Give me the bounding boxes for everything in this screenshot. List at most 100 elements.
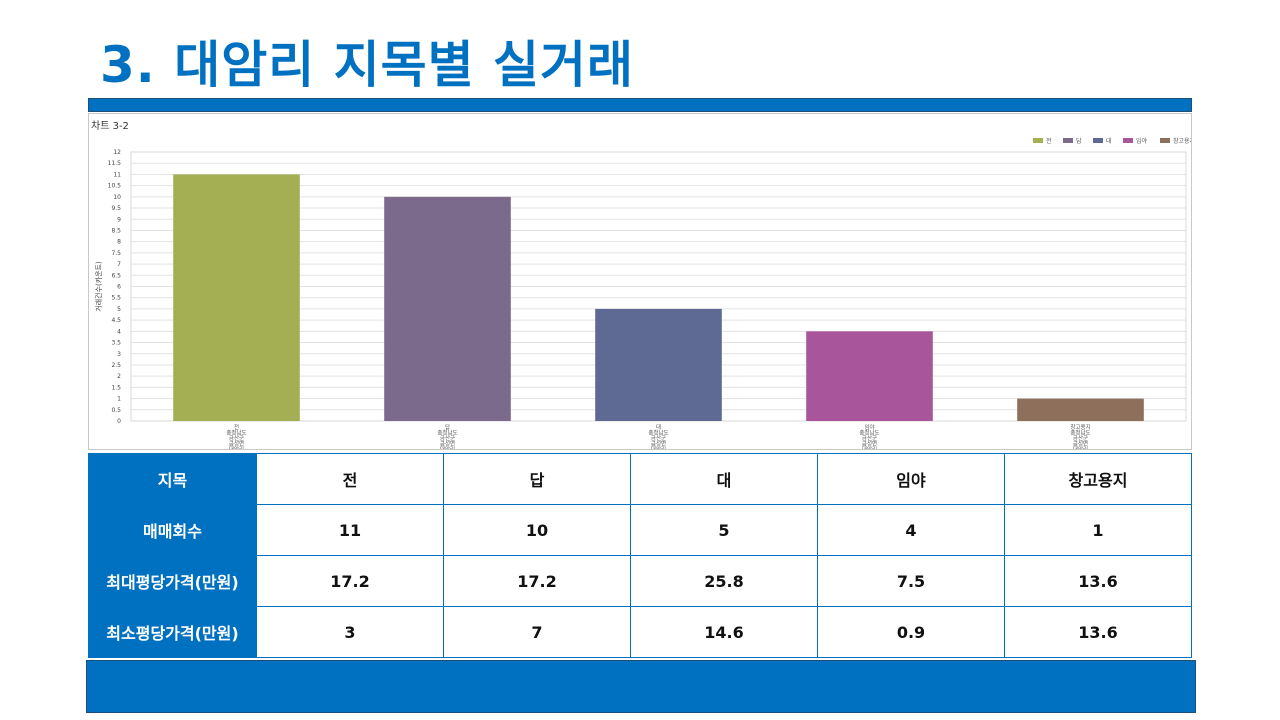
y-tick-label: 9.5 [111, 205, 121, 212]
y-tick-label: 4 [117, 328, 121, 335]
table-cell: 10 [443, 504, 631, 556]
x-tick-sublabel: 대암리 [651, 445, 666, 449]
y-tick-label: 2.5 [111, 362, 121, 369]
x-tick-sublabel: 대암리 [440, 445, 455, 449]
legend-label: 답 [1076, 138, 1082, 145]
x-tick-label: 창고용지 [1070, 423, 1090, 431]
table-cell: 4 [817, 504, 1005, 556]
table-header-row: 지목 전 답 대 임야 창고용지 [88, 453, 1192, 505]
x-tick-sublabel: 금성면 [1073, 440, 1088, 448]
x-tick-sublabel: 금산군 [1073, 434, 1088, 442]
table-column-header: 창고용지 [1004, 453, 1192, 505]
x-tick-sublabel: 충청남도 [1070, 429, 1090, 437]
table-cell: 11 [256, 504, 444, 556]
bar-chart: 00.511.522.533.544.555.566.577.588.599.5… [94, 137, 1191, 449]
bar [1017, 398, 1144, 421]
y-tick-label: 6 [117, 284, 121, 291]
x-tick-sublabel: 금성면 [229, 440, 244, 448]
x-tick-sublabel: 금산군 [651, 434, 666, 442]
y-tick-label: 8.5 [111, 227, 121, 234]
y-tick-label: 11.5 [108, 160, 122, 167]
title-underline-bar [88, 98, 1192, 112]
bar [173, 174, 300, 421]
x-tick-sublabel: 대암리 [862, 445, 877, 449]
bar [595, 308, 722, 421]
y-tick-label: 8 [117, 239, 121, 246]
x-tick-sublabel: 충청남도 [859, 429, 879, 437]
y-tick-label: 10 [113, 194, 121, 201]
table-cell: 1 [1004, 504, 1192, 556]
legend-label: 임야 [1136, 137, 1148, 145]
x-tick-sublabel: 금산군 [862, 434, 877, 442]
price-table: 지목 전 답 대 임야 창고용지 매매회수 11 10 5 4 1 최대평당가격… [88, 453, 1192, 658]
y-tick-label: 7 [117, 261, 121, 268]
table-row: 최대평당가격(만원) 17.2 17.2 25.8 7.5 13.6 [88, 555, 1192, 607]
table-cell: 14.6 [630, 606, 818, 658]
x-tick-label: 대 [656, 423, 661, 431]
legend-swatch [1093, 138, 1103, 143]
table-column-header: 임야 [817, 453, 1005, 505]
legend-label: 창고용지 [1173, 137, 1191, 145]
x-tick-label: 임야 [864, 423, 874, 431]
x-tick-sublabel: 충청남도 [226, 429, 246, 437]
row-label: 최소평당가격(만원) [88, 606, 257, 658]
table-row: 최소평당가격(만원) 3 7 14.6 0.9 13.6 [88, 606, 1192, 658]
table-column-header: 대 [630, 453, 818, 505]
row-label: 최대평당가격(만원) [88, 555, 257, 607]
x-tick-sublabel: 금성면 [651, 440, 666, 448]
y-tick-label: 1.5 [111, 384, 121, 391]
y-tick-label: 1 [117, 396, 121, 403]
table-cell: 3 [256, 606, 444, 658]
table-cell: 25.8 [630, 555, 818, 607]
y-tick-label: 3.5 [111, 340, 121, 347]
y-tick-label: 4.5 [111, 317, 121, 324]
legend-swatch [1033, 138, 1043, 143]
x-tick-sublabel: 대암리 [1073, 445, 1088, 449]
y-tick-label: 5 [117, 306, 121, 313]
x-tick-sublabel: 금산군 [440, 434, 455, 442]
y-axis-label: 거래건수(카운트) [94, 261, 103, 312]
y-tick-label: 11 [113, 171, 121, 178]
table-column-header: 전 [256, 453, 444, 505]
page-title: 3. 대암리 지목별 실거래 [100, 36, 635, 94]
y-tick-label: 9 [117, 216, 121, 223]
y-tick-label: 5.5 [111, 295, 121, 302]
table-column-header: 답 [443, 453, 631, 505]
x-tick-sublabel: 대암리 [229, 445, 244, 449]
x-tick-sublabel: 금성면 [440, 440, 455, 448]
legend-label: 대 [1106, 137, 1112, 145]
y-tick-label: 12 [113, 149, 121, 156]
chart-panel: 차트 3-2 0 0.5 1 1.5 2 2.5 3 3.5 4 4.5 5 5.5 6 6.5 7 7.5 8… [88, 113, 1192, 450]
table-row: 매매회수 11 10 5 4 1 [88, 504, 1192, 556]
table-cell: 17.2 [256, 555, 444, 607]
y-tick-label: 0 [117, 418, 121, 425]
table-cell: 0.9 [817, 606, 1005, 658]
x-tick-sublabel: 금성면 [862, 440, 877, 448]
y-tick-label: 6.5 [111, 272, 121, 279]
table-cell: 7 [443, 606, 631, 658]
legend-swatch [1160, 138, 1170, 143]
bar [806, 331, 933, 421]
chart-caption: 차트 3-2 [91, 121, 129, 132]
legend-swatch [1123, 138, 1133, 143]
x-tick-sublabel: 충청남도 [437, 429, 457, 437]
y-tick-label: 7.5 [111, 250, 121, 257]
x-tick-label: 답 [445, 424, 450, 431]
legend-swatch [1063, 138, 1073, 143]
x-tick-label: 전 [234, 423, 239, 431]
table-cell: 5 [630, 504, 818, 556]
table-cell: 13.6 [1004, 555, 1192, 607]
y-tick-label: 10.5 [108, 183, 122, 190]
y-tick-label: 0.5 [111, 407, 121, 414]
table-cell: 17.2 [443, 555, 631, 607]
y-tick-label: 3 [117, 351, 121, 358]
row-label: 매매회수 [88, 504, 257, 556]
bar [384, 196, 511, 421]
y-tick-label: 2 [117, 373, 121, 380]
table-header-label: 지목 [88, 453, 257, 505]
x-tick-sublabel: 금산군 [229, 434, 244, 442]
table-cell: 7.5 [817, 555, 1005, 607]
legend-label: 전 [1046, 137, 1052, 145]
footer-bar [86, 660, 1196, 713]
x-tick-sublabel: 충청남도 [648, 429, 668, 437]
